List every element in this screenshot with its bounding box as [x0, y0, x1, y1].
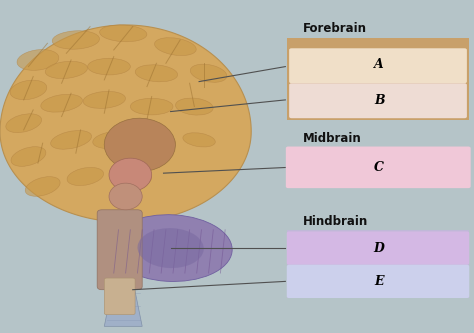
Ellipse shape	[83, 91, 126, 109]
FancyBboxPatch shape	[287, 231, 469, 265]
Ellipse shape	[183, 133, 215, 147]
FancyBboxPatch shape	[287, 265, 469, 298]
Ellipse shape	[175, 98, 213, 115]
Ellipse shape	[109, 158, 152, 191]
Ellipse shape	[114, 171, 151, 188]
Polygon shape	[104, 280, 142, 326]
Ellipse shape	[100, 25, 147, 42]
Text: A: A	[374, 58, 384, 72]
FancyBboxPatch shape	[287, 38, 469, 120]
Ellipse shape	[11, 147, 46, 166]
Text: D: D	[374, 241, 384, 255]
Ellipse shape	[109, 183, 142, 210]
FancyBboxPatch shape	[287, 230, 469, 298]
Ellipse shape	[135, 65, 178, 82]
Ellipse shape	[41, 94, 82, 112]
Text: C: C	[374, 161, 384, 174]
Ellipse shape	[88, 58, 130, 75]
Ellipse shape	[17, 50, 59, 70]
FancyBboxPatch shape	[286, 147, 471, 188]
Ellipse shape	[93, 131, 135, 149]
Text: Hindbrain: Hindbrain	[302, 215, 368, 228]
Ellipse shape	[25, 177, 60, 196]
Ellipse shape	[155, 38, 196, 56]
Ellipse shape	[109, 215, 232, 281]
Polygon shape	[0, 25, 251, 222]
Ellipse shape	[6, 114, 42, 133]
FancyBboxPatch shape	[287, 148, 469, 186]
FancyBboxPatch shape	[97, 210, 142, 290]
Ellipse shape	[137, 135, 175, 152]
Ellipse shape	[130, 98, 173, 115]
Text: B: B	[374, 94, 384, 107]
FancyBboxPatch shape	[289, 83, 467, 118]
Text: Midbrain: Midbrain	[302, 132, 361, 145]
Ellipse shape	[67, 167, 104, 185]
Ellipse shape	[51, 131, 91, 149]
Text: Forebrain: Forebrain	[302, 22, 366, 35]
FancyBboxPatch shape	[104, 278, 135, 315]
Ellipse shape	[52, 31, 100, 49]
Ellipse shape	[104, 118, 175, 171]
FancyBboxPatch shape	[289, 48, 467, 83]
Ellipse shape	[137, 228, 204, 268]
Ellipse shape	[45, 61, 88, 79]
Ellipse shape	[190, 64, 227, 82]
Text: E: E	[374, 275, 384, 288]
Ellipse shape	[10, 80, 47, 100]
